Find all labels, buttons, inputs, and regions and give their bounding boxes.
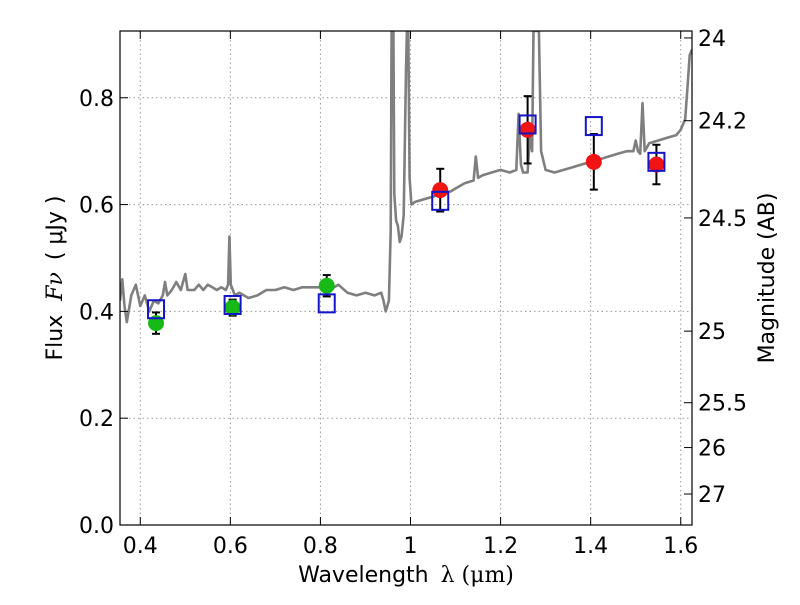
model-box xyxy=(518,114,537,135)
y-tick-label: 0.4 xyxy=(79,300,114,325)
y-axis-label: Flux Fν ( μJy ) xyxy=(43,195,68,360)
model-box xyxy=(223,294,242,315)
right-tick-label: 25 xyxy=(698,320,726,345)
x-tick-label: 1.6 xyxy=(663,534,698,559)
right-tick-label: 25.5 xyxy=(698,392,747,417)
data-point xyxy=(318,277,335,294)
right-tick-label: 24.5 xyxy=(698,207,747,232)
x-axis-label-symbol: λ (μm) xyxy=(441,563,514,588)
model-box xyxy=(147,299,166,320)
y-axis-label-symbol: Fν xyxy=(43,272,68,302)
x-tick-label: 1.4 xyxy=(573,534,608,559)
x-tick-label: 0.4 xyxy=(123,534,158,559)
y-tick-label: 0.6 xyxy=(79,194,114,219)
data-point xyxy=(585,153,602,170)
data-point xyxy=(224,299,241,316)
y-tick-label: 0.2 xyxy=(79,407,114,432)
x-tick-label: 1.2 xyxy=(483,534,518,559)
model-box xyxy=(584,116,603,137)
axis-ticks: 0.4 0.6 0.8 1 1.2 1.4 1.6 0.0 0.2 0.4 0.6 0.8 24 24.2… xyxy=(79,27,747,559)
data-point xyxy=(648,156,665,173)
model-box xyxy=(647,151,666,172)
right-tick-label: 27 xyxy=(698,483,726,508)
data-point xyxy=(519,121,536,138)
model-box xyxy=(431,190,450,211)
y-tick-label: 0.8 xyxy=(79,87,114,112)
y-tick-label: 0.0 xyxy=(79,514,114,539)
x-axis-label: Wavelength λ (μm) xyxy=(298,563,514,588)
x-axis-label-text: Wavelength xyxy=(298,563,429,588)
y-axis-label-text: Flux xyxy=(43,315,68,361)
x-tick-label: 0.6 xyxy=(213,534,248,559)
y-axis-label-unit: ( μJy ) xyxy=(43,195,68,260)
right-tick-label: 24 xyxy=(698,27,726,52)
right-tick-label: 26 xyxy=(698,437,726,462)
x-tick-label: 1 xyxy=(404,534,418,559)
x-tick-label: 0.8 xyxy=(303,534,338,559)
plot-frame xyxy=(119,30,693,526)
right-axis-label: Magnitude (AB) xyxy=(755,193,780,364)
model-photometry-boxes xyxy=(147,114,666,320)
right-tick-label: 24.2 xyxy=(698,110,747,135)
model-box xyxy=(317,293,336,314)
data-point xyxy=(432,182,449,199)
